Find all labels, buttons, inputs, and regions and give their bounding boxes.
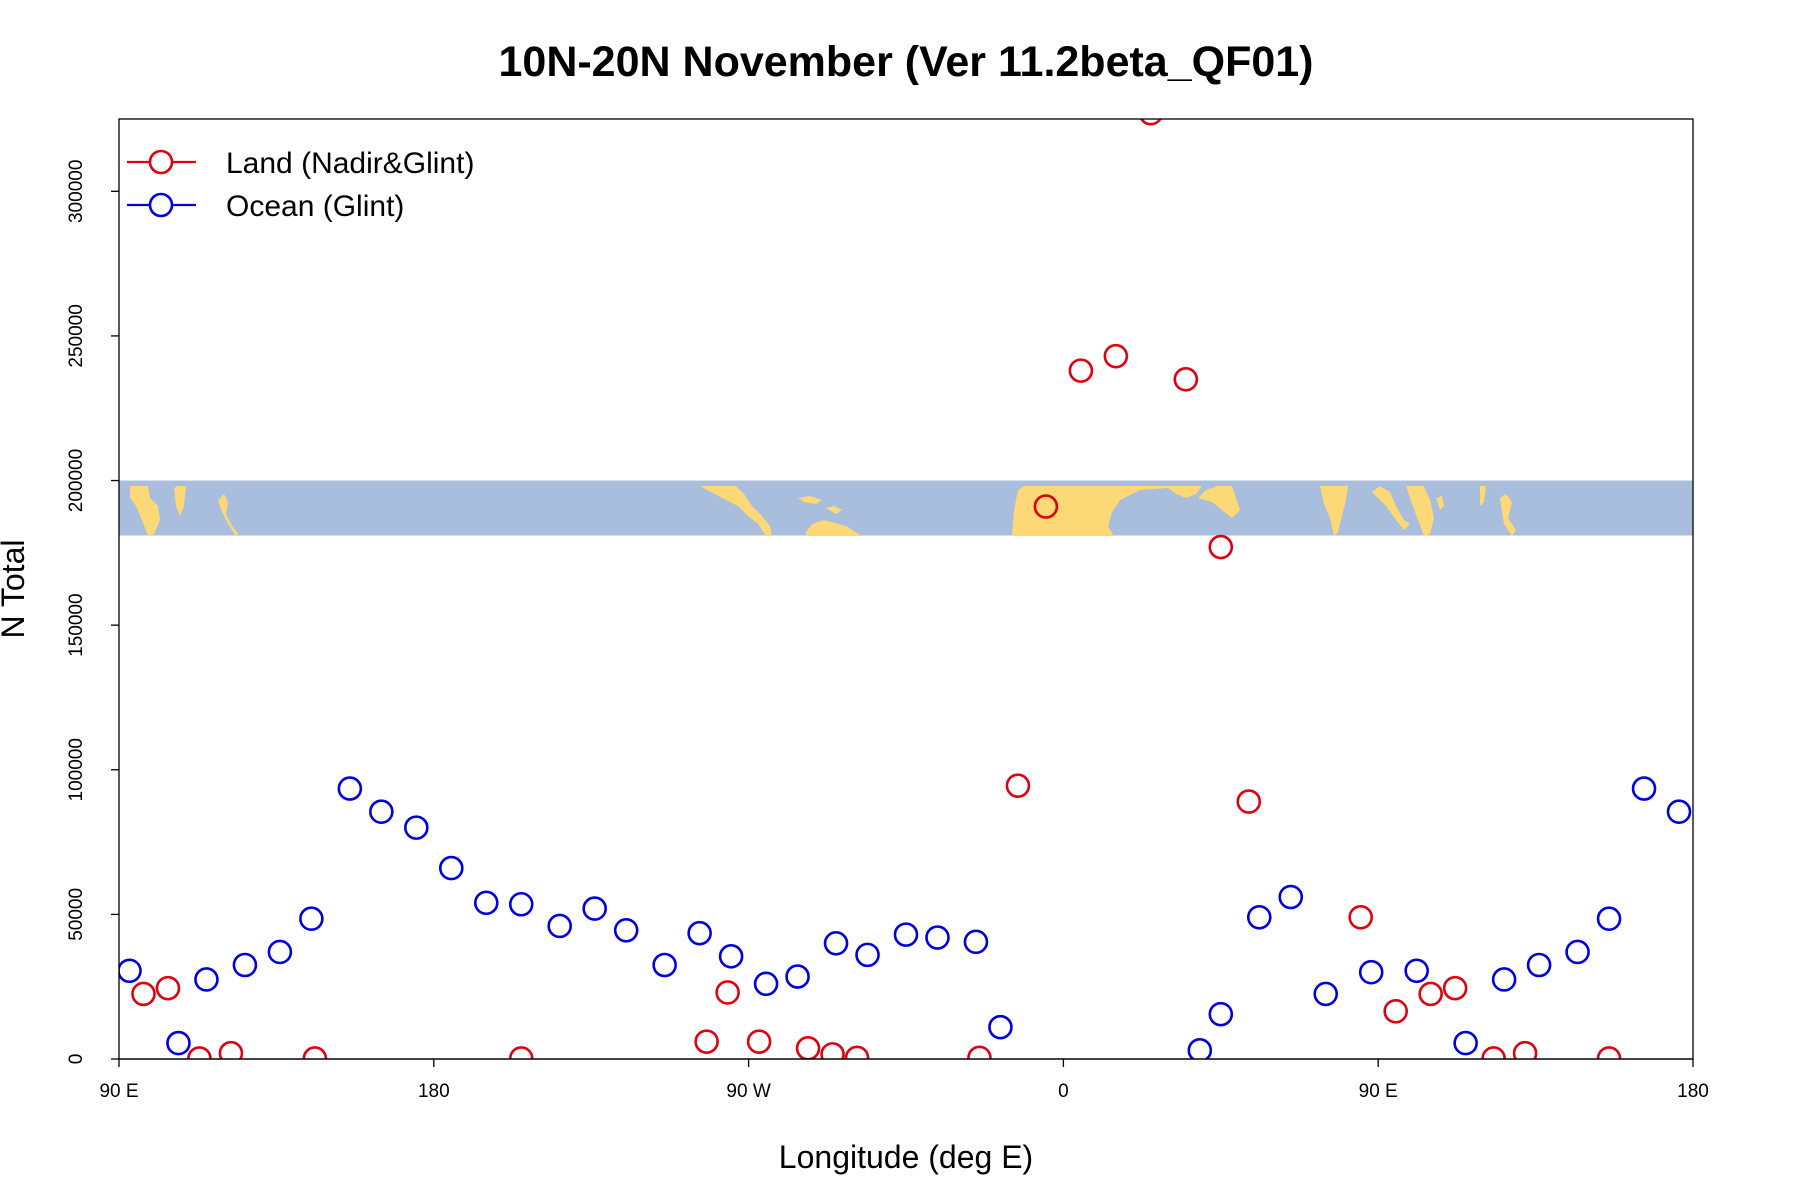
- ocean-point: [1633, 778, 1655, 800]
- y-tick-label: 50000: [66, 888, 87, 941]
- land-point: [1070, 360, 1092, 382]
- legend: Land (Nadir&Glint) Ocean (Glint): [127, 147, 474, 223]
- ocean-point: [825, 932, 847, 954]
- ocean-point: [440, 857, 462, 879]
- ocean-point: [1703, 817, 1725, 839]
- y-tick-label: 300000: [66, 160, 87, 223]
- ocean-series: [118, 778, 1724, 1062]
- ocean-point: [1455, 1032, 1477, 1054]
- ocean-point: [1528, 954, 1550, 976]
- y-axis-label: N Total: [0, 539, 31, 638]
- ocean-point: [118, 960, 140, 982]
- land-point: [1350, 906, 1372, 928]
- ocean-point: [965, 931, 987, 953]
- x-tick-label: 90 E: [1359, 1081, 1398, 1102]
- x-tick-label: 0: [1058, 1081, 1069, 1102]
- map-ocean: [119, 481, 1693, 536]
- ocean-point: [1668, 801, 1690, 823]
- ocean-point: [895, 924, 917, 946]
- land-point: [157, 977, 179, 999]
- land-point: [846, 1047, 868, 1069]
- land-point: [1175, 368, 1197, 390]
- ocean-point: [1493, 968, 1515, 990]
- y-tick-label: 0: [66, 1054, 87, 1065]
- land-point: [797, 1037, 819, 1059]
- ocean-point: [787, 966, 809, 988]
- land-series: [132, 102, 1620, 1069]
- ocean-point: [615, 919, 637, 941]
- ocean-point: [300, 908, 322, 930]
- ocean-point: [339, 778, 361, 800]
- land-point: [717, 981, 739, 1003]
- ocean-point: [720, 945, 742, 967]
- x-tick-label: 90 E: [99, 1081, 138, 1102]
- land-point: [1140, 102, 1162, 124]
- ocean-point: [405, 817, 427, 839]
- ocean-point: [510, 893, 532, 915]
- chart-title: 10N-20N November (Ver 11.2beta_QF01): [498, 38, 1313, 86]
- legend-item-ocean: Ocean (Glint): [127, 190, 404, 223]
- land-point: [1444, 977, 1466, 999]
- legend-marker-land: [150, 151, 172, 173]
- land-point: [220, 1042, 242, 1064]
- land-point: [748, 1031, 770, 1053]
- plot-frame: [119, 119, 1693, 1059]
- ocean-point: [167, 1032, 189, 1054]
- legend-marker-ocean: [150, 194, 172, 216]
- x-tick-label: 90 W: [726, 1081, 770, 1102]
- ocean-point: [1315, 983, 1337, 1005]
- ocean-point: [1598, 908, 1620, 930]
- chart: 10N-20N November (Ver 11.2beta_QF01) 90 …: [0, 0, 1800, 1200]
- ocean-point: [234, 954, 256, 976]
- land-point: [1385, 1000, 1407, 1022]
- ocean-point: [549, 915, 571, 937]
- ocean-point: [475, 892, 497, 914]
- ocean-point: [689, 922, 711, 944]
- ocean-point: [1189, 1039, 1211, 1061]
- x-axis: 90 E 180 90 W 0 90 E 180: [99, 1059, 1708, 1102]
- y-tick-label: 100000: [66, 738, 87, 801]
- ocean-point: [857, 944, 879, 966]
- ocean-point: [584, 898, 606, 920]
- y-axis: 0 50000 100000 150000 200000 250000 300000: [66, 160, 119, 1065]
- ocean-point: [1567, 941, 1589, 963]
- land-point: [1105, 345, 1127, 367]
- land-point: [1514, 1042, 1536, 1064]
- legend-item-land: Land (Nadir&Glint): [127, 147, 474, 180]
- land-point: [1238, 791, 1260, 813]
- land-point: [1210, 536, 1232, 558]
- y-tick-label: 150000: [66, 593, 87, 656]
- ocean-point: [269, 941, 291, 963]
- land-point: [822, 1043, 844, 1065]
- ocean-point: [926, 927, 948, 949]
- ocean-point: [195, 968, 217, 990]
- x-tick-label: 180: [418, 1081, 450, 1102]
- x-tick-label: 180: [1677, 1081, 1709, 1102]
- ocean-point: [1280, 886, 1302, 908]
- ocean-point: [654, 954, 676, 976]
- land-point: [1007, 775, 1029, 797]
- legend-label-land: Land (Nadir&Glint): [226, 147, 474, 180]
- land-point: [132, 983, 154, 1005]
- land-point: [968, 1047, 990, 1069]
- ocean-point: [1406, 960, 1428, 982]
- ocean-point: [1248, 906, 1270, 928]
- land-point: [696, 1031, 718, 1053]
- legend-label-ocean: Ocean (Glint): [226, 190, 404, 223]
- land-point: [1420, 983, 1442, 1005]
- ocean-point: [755, 973, 777, 995]
- ocean-point: [1360, 961, 1382, 983]
- world-map-strip: [119, 481, 1693, 536]
- y-tick-label: 250000: [66, 304, 87, 367]
- ocean-point: [1210, 1003, 1232, 1025]
- x-axis-label: Longitude (deg E): [779, 1139, 1033, 1175]
- y-tick-label: 200000: [66, 449, 87, 512]
- ocean-point: [370, 801, 392, 823]
- ocean-point: [989, 1016, 1011, 1038]
